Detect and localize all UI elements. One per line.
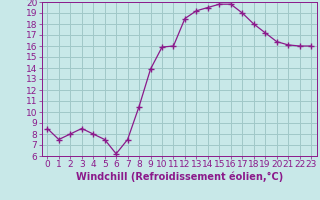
X-axis label: Windchill (Refroidissement éolien,°C): Windchill (Refroidissement éolien,°C) — [76, 172, 283, 182]
